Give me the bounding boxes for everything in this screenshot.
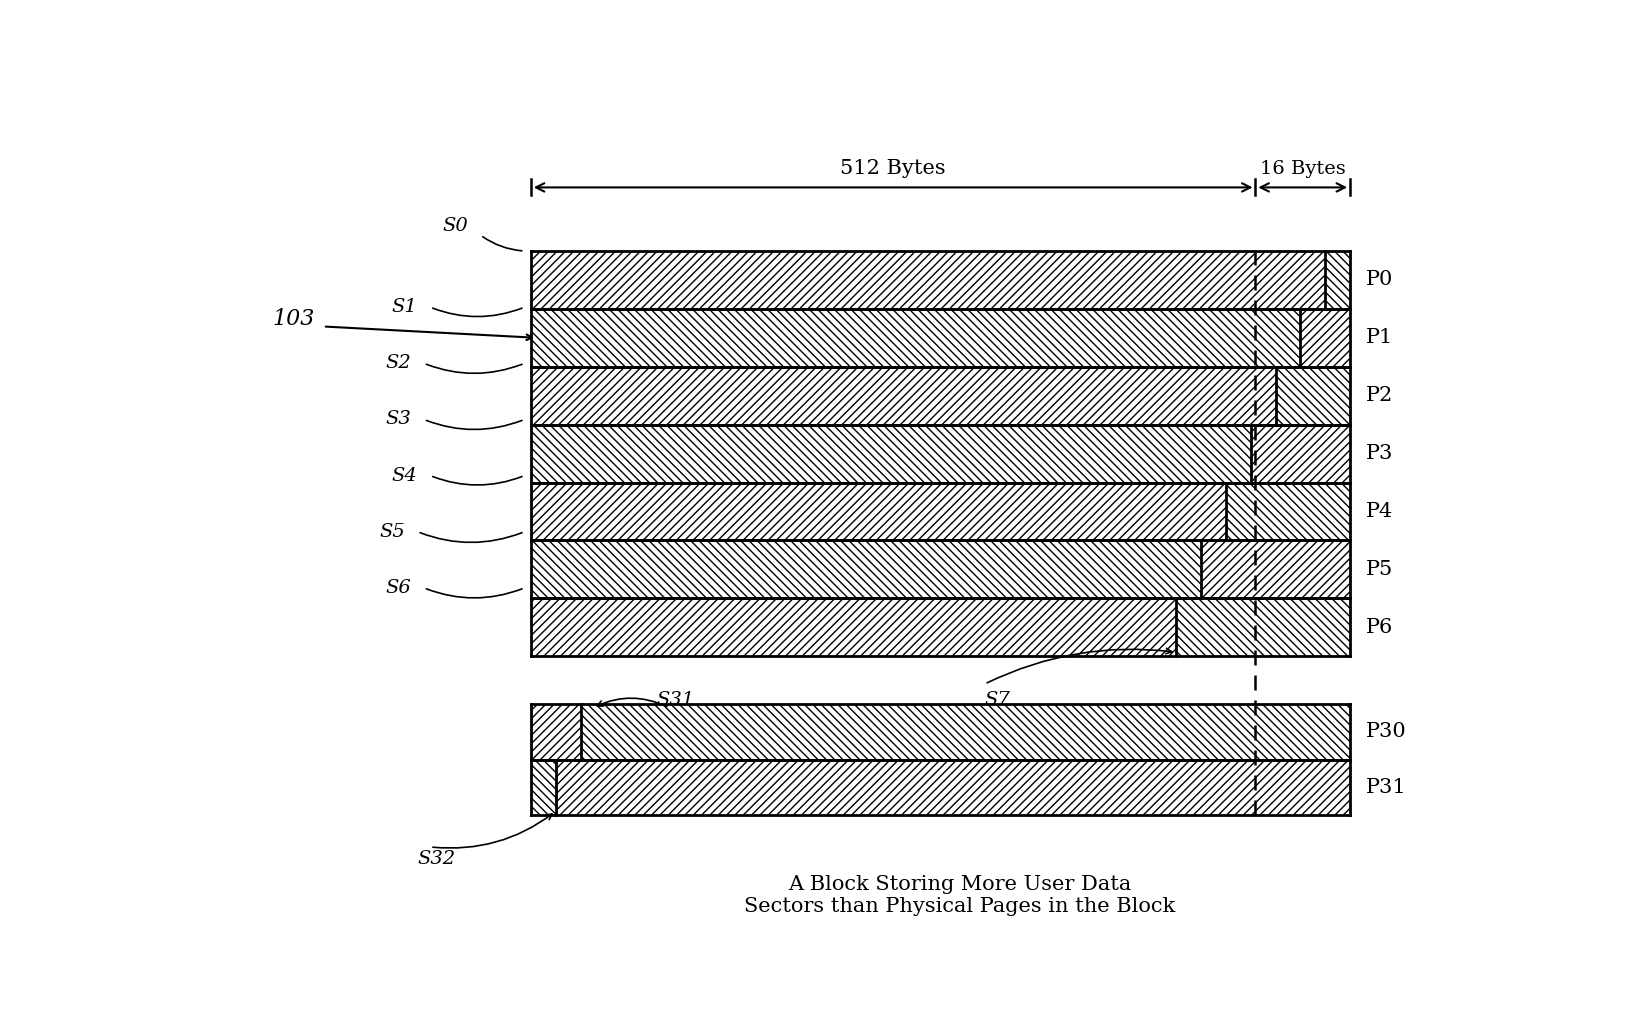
Polygon shape <box>530 309 1301 366</box>
Polygon shape <box>1250 425 1350 483</box>
Polygon shape <box>530 483 1226 541</box>
Text: S7: S7 <box>985 691 1010 709</box>
Text: P2: P2 <box>1366 386 1393 406</box>
Polygon shape <box>556 760 1350 815</box>
Text: 16 Bytes: 16 Bytes <box>1260 160 1346 178</box>
Text: S1: S1 <box>392 298 418 316</box>
Text: P31: P31 <box>1366 778 1406 797</box>
Text: 103: 103 <box>273 308 315 329</box>
Text: S32: S32 <box>418 850 455 868</box>
Polygon shape <box>530 541 1202 599</box>
Text: P5: P5 <box>1366 560 1393 579</box>
Polygon shape <box>580 704 1350 760</box>
Text: S0: S0 <box>442 217 468 235</box>
Text: S5: S5 <box>379 522 405 541</box>
Polygon shape <box>1325 251 1350 309</box>
Polygon shape <box>530 366 1275 425</box>
Polygon shape <box>1226 483 1350 541</box>
Polygon shape <box>1176 599 1350 656</box>
Text: S3: S3 <box>385 411 411 428</box>
Text: P0: P0 <box>1366 270 1393 289</box>
Polygon shape <box>530 251 1325 309</box>
Text: P1: P1 <box>1366 328 1393 348</box>
Polygon shape <box>1301 309 1350 366</box>
Text: 512 Bytes: 512 Bytes <box>841 159 946 178</box>
Text: S6: S6 <box>385 579 411 596</box>
Text: S2: S2 <box>385 354 411 373</box>
Polygon shape <box>530 425 1250 483</box>
Text: S31: S31 <box>657 691 694 709</box>
Text: P3: P3 <box>1366 444 1393 463</box>
Polygon shape <box>530 704 580 760</box>
Text: P6: P6 <box>1366 618 1393 637</box>
Polygon shape <box>1275 366 1350 425</box>
Text: S4: S4 <box>392 466 418 485</box>
Polygon shape <box>1202 541 1350 599</box>
Text: P4: P4 <box>1366 502 1393 521</box>
Text: A Block Storing More User Data
Sectors than Physical Pages in the Block: A Block Storing More User Data Sectors t… <box>743 875 1176 915</box>
Polygon shape <box>530 760 556 815</box>
Text: P30: P30 <box>1366 722 1406 741</box>
Polygon shape <box>530 599 1176 656</box>
